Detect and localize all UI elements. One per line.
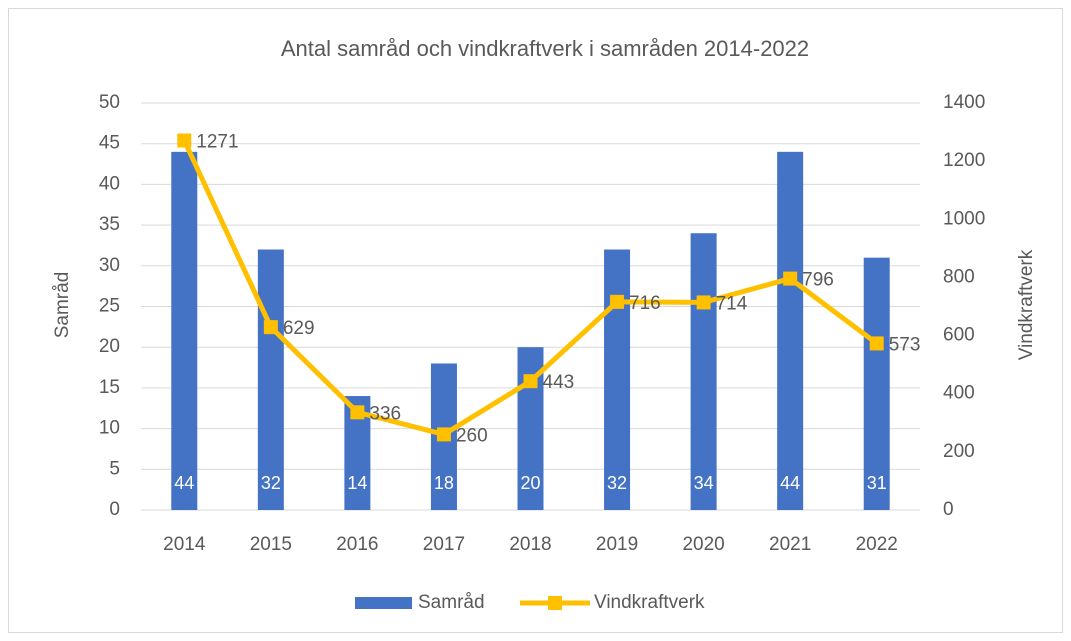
line-marker xyxy=(523,374,538,389)
bar-value-label: 34 xyxy=(694,473,714,493)
x-tick-label: 2015 xyxy=(250,534,292,555)
chart-title: Antal samråd och vindkraftverk i samråde… xyxy=(281,36,809,61)
y-tick-label: 50 xyxy=(99,92,120,113)
line-value-label: 573 xyxy=(889,334,921,355)
y2-axis-label: Vindkraftverk xyxy=(1016,249,1037,360)
bar xyxy=(690,233,717,511)
y-tick-label: 0 xyxy=(109,499,120,520)
bar-value-label: 18 xyxy=(434,473,454,493)
y2-tick-label: 800 xyxy=(943,266,975,287)
bar-value-label: 44 xyxy=(174,473,194,493)
y2-tick-label: 600 xyxy=(943,325,975,346)
line-value-label: 629 xyxy=(283,318,315,339)
y2-tick-label: 200 xyxy=(943,441,975,462)
line-value-label: 443 xyxy=(543,372,575,393)
y-axis-label: Samråd xyxy=(52,272,73,339)
y-tick-label: 10 xyxy=(99,418,120,439)
x-tick-label: 2014 xyxy=(163,534,206,555)
y2-tick-label: 1200 xyxy=(943,150,985,171)
line-value-label: 714 xyxy=(716,293,748,314)
line-marker xyxy=(177,133,192,148)
line-value-label: 796 xyxy=(802,270,834,291)
y-tick-label: 20 xyxy=(99,336,120,357)
y-tick-label: 40 xyxy=(99,173,120,194)
bar-value-label: 14 xyxy=(347,473,367,493)
legend-swatch xyxy=(355,597,412,609)
y-tick-label: 45 xyxy=(99,133,120,154)
line-marker xyxy=(783,271,798,286)
bar xyxy=(257,249,284,510)
y2-tick-label: 1000 xyxy=(943,208,985,229)
line-marker xyxy=(869,336,884,351)
y2-tick-label: 400 xyxy=(943,383,975,404)
legend-label: Samråd xyxy=(418,592,485,613)
bar-value-label: 20 xyxy=(520,473,540,493)
x-tick-label: 2019 xyxy=(596,534,638,555)
line-value-label: 1271 xyxy=(196,132,238,153)
x-tick-label: 2017 xyxy=(423,534,465,555)
x-tick-label: 2016 xyxy=(336,534,378,555)
y2-tick-label: 0 xyxy=(943,499,954,520)
line-value-label: 260 xyxy=(456,425,488,446)
y-tick-label: 25 xyxy=(99,296,120,317)
y-tick-label: 30 xyxy=(99,255,120,276)
line-marker xyxy=(436,427,451,442)
line-marker xyxy=(610,294,625,309)
bar-value-label: 32 xyxy=(607,473,627,493)
y2-tick-label: 1400 xyxy=(943,92,985,113)
bar-value-label: 44 xyxy=(780,473,800,493)
bar-value-label: 31 xyxy=(867,473,887,493)
line-marker xyxy=(263,320,278,335)
bar xyxy=(777,151,804,510)
y-tick-label: 35 xyxy=(99,214,120,235)
x-tick-label: 2021 xyxy=(769,534,811,555)
bar xyxy=(171,151,198,510)
x-tick-label: 2022 xyxy=(856,534,898,555)
x-tick-label: 2020 xyxy=(682,534,724,555)
bar-value-label: 32 xyxy=(261,473,281,493)
line-value-label: 336 xyxy=(369,403,401,424)
bar xyxy=(604,249,631,510)
line-marker xyxy=(350,405,365,420)
y-tick-label: 5 xyxy=(109,458,120,479)
bar xyxy=(863,257,890,510)
y-tick-label: 15 xyxy=(99,377,120,398)
legend-label: Vindkraftverk xyxy=(594,592,705,613)
x-tick-label: 2018 xyxy=(509,534,551,555)
line-value-label: 716 xyxy=(629,293,661,314)
line-marker xyxy=(696,295,711,310)
legend-marker xyxy=(548,596,562,610)
